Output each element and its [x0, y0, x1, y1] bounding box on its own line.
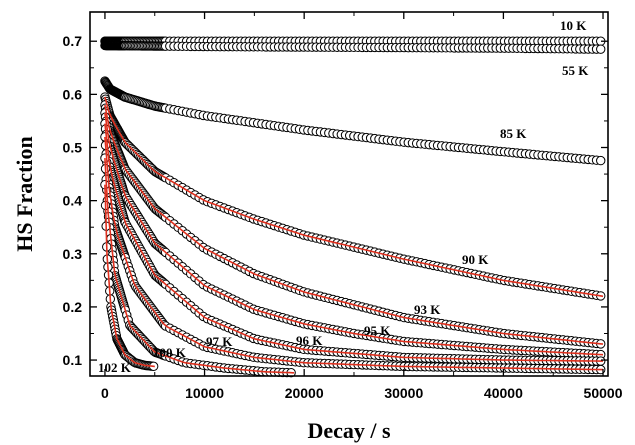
y-axis-title: HS Fraction	[12, 136, 37, 252]
curve-label: 93 K	[414, 302, 441, 317]
x-tick-label: 40000	[484, 385, 523, 401]
fit-line-100k	[104, 158, 295, 374]
x-axis-title: Decay / s	[307, 418, 391, 443]
data-point	[596, 155, 606, 166]
y-tick-label: 0.2	[63, 299, 83, 315]
series-85k	[100, 76, 606, 166]
series-90k	[100, 92, 606, 301]
x-tick-label: 50000	[584, 385, 623, 401]
plot-frame	[89, 11, 609, 377]
fit-line-96k	[104, 123, 603, 362]
fit-line-97k	[104, 136, 603, 371]
curve-label: 95 K	[364, 323, 391, 338]
curve-label: 90 K	[462, 252, 489, 267]
x-tick-label: 10000	[185, 385, 224, 401]
y-tick-label: 0.4	[63, 193, 83, 209]
curve-label: 96 K	[296, 333, 323, 348]
data-point	[596, 44, 606, 54]
x-tick-label: 30000	[384, 385, 423, 401]
y-tick-label: 0.3	[63, 246, 83, 262]
curve-labels: 10 K 55 K 85 K 90 K 93 K 95 K 96 K 97 K 100 K 102…	[98, 18, 589, 375]
x-tick-label: 20000	[285, 385, 324, 401]
series-55k	[100, 40, 606, 54]
axis-ticks: 0 10000 20000 30000 40000 50000 0.1 0.2 0.3 0.4 0.…	[63, 12, 623, 401]
series-95k	[100, 108, 606, 360]
curve-label: 85 K	[500, 126, 527, 141]
curve-label: 10 K	[560, 18, 587, 33]
fit-line-90k	[104, 96, 604, 298]
curve-label: 97 K	[206, 334, 233, 349]
y-tick-label: 0.5	[63, 140, 83, 156]
y-tick-label: 0.6	[63, 86, 83, 102]
y-tick-label: 0.1	[63, 352, 83, 368]
curve-label: 55 K	[562, 63, 589, 78]
curve-label: 100 K	[153, 345, 187, 360]
curve-label: 102 K	[98, 360, 132, 375]
x-tick-label: 0	[101, 385, 109, 401]
y-tick-label: 0.7	[63, 33, 83, 49]
fit-line-102k	[104, 184, 155, 368]
plot-content	[100, 36, 606, 378]
fit-line-95k	[104, 112, 604, 356]
fit-line-93k	[104, 104, 604, 345]
